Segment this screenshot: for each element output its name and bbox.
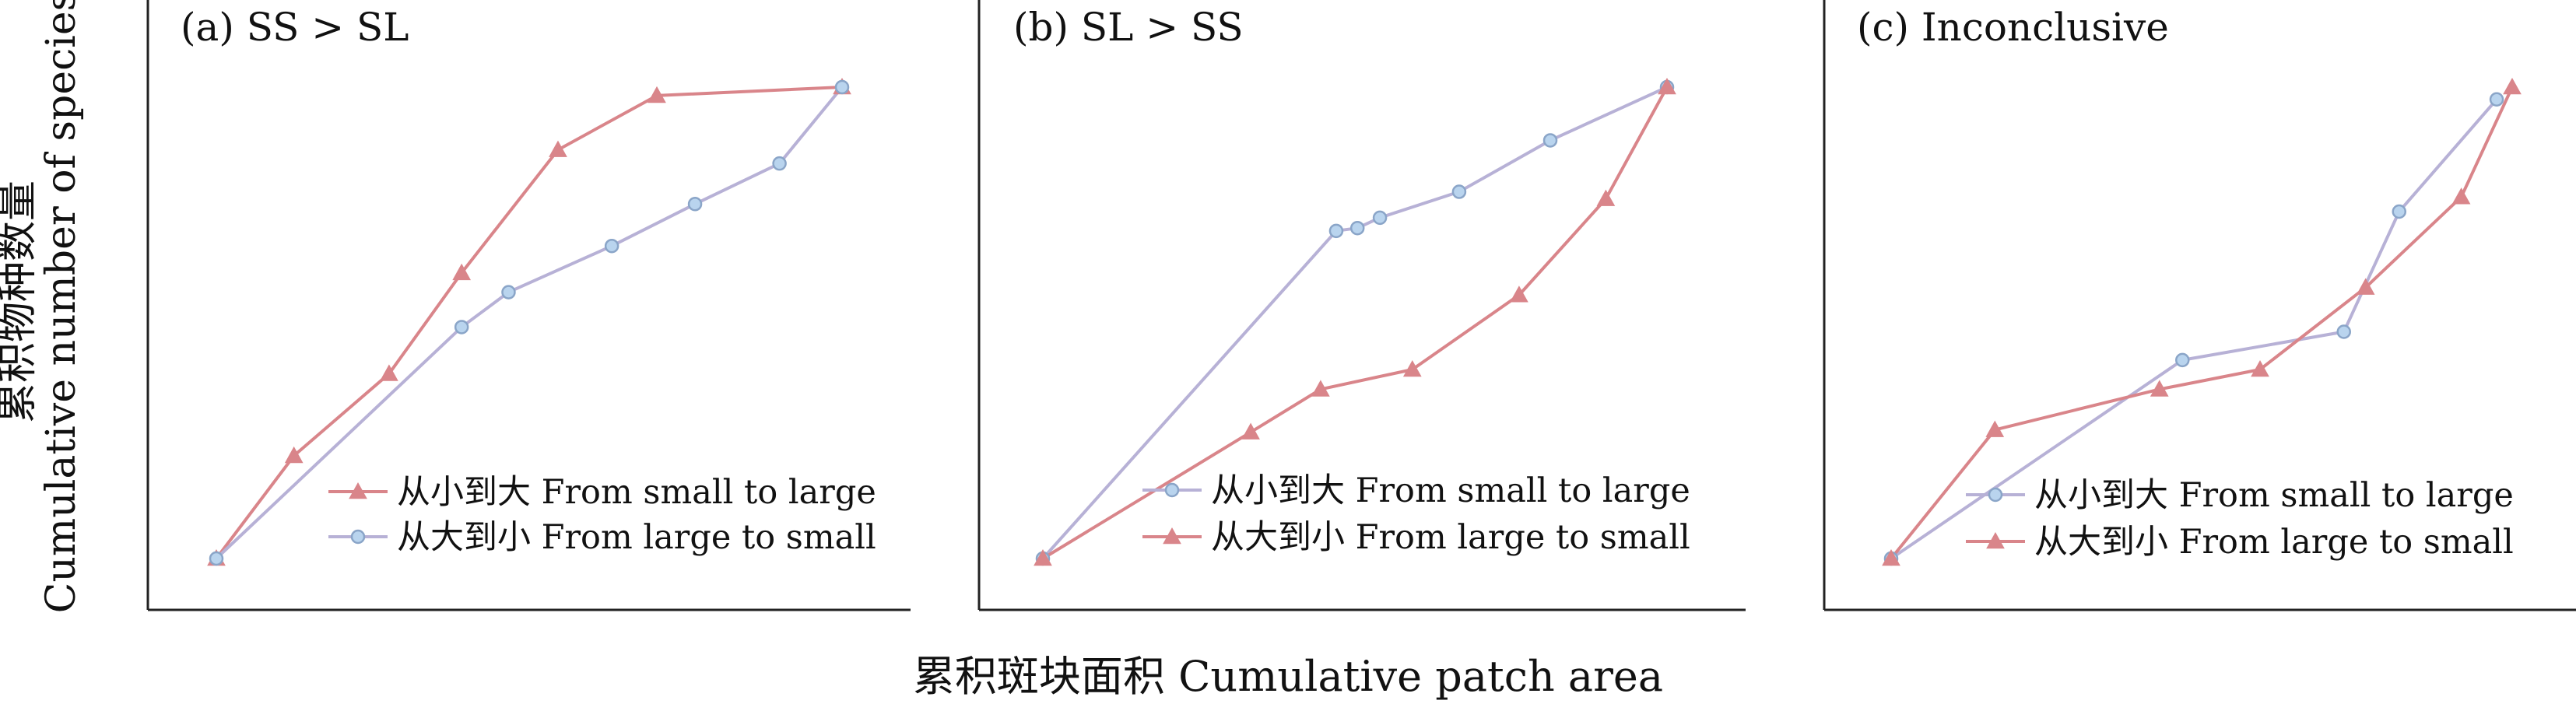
panel-title: (b) SL > SS xyxy=(1013,5,1244,50)
data-point-2-5 xyxy=(2356,278,2375,295)
data-point-2-2 xyxy=(1985,420,2005,437)
data-point-2-1 xyxy=(209,551,224,566)
data-point-2-7 xyxy=(1658,77,1676,95)
legend-label-2: 从大到小 From large to small xyxy=(397,518,876,557)
data-point-2-6 xyxy=(772,156,787,171)
x-axis-label: 累积斑块面积 Cumulative patch area xyxy=(913,652,1663,701)
data-point-1-4 xyxy=(452,263,472,281)
data-point-2-4 xyxy=(2251,359,2269,377)
legend-marker-2 xyxy=(350,529,366,545)
legend-label-1: 从小到大 From small to large xyxy=(397,473,876,512)
data-point-2-4 xyxy=(604,238,619,254)
legend-label-2: 从大到小 From large to small xyxy=(1211,518,1690,557)
data-point-1-6 xyxy=(648,86,666,103)
data-point-2-4 xyxy=(1402,359,1422,377)
legend-label-1: 从小到大 From small to large xyxy=(1211,471,1690,510)
data-point-1-2 xyxy=(1328,223,1344,239)
data-point-1-5 xyxy=(1451,184,1467,199)
data-point-2-5 xyxy=(1510,285,1528,303)
panel-title: (c) Inconclusive xyxy=(1857,5,2169,50)
data-point-2-6 xyxy=(2451,187,2471,205)
panel-title: (a) SS > SL xyxy=(181,5,409,50)
legend-marker-1 xyxy=(349,482,367,499)
data-point-1-4 xyxy=(1372,210,1388,226)
data-point-1-4 xyxy=(2392,204,2407,219)
legend-label-1: 从小到大 From small to large xyxy=(2034,476,2514,515)
data-point-2-1 xyxy=(1882,548,1900,566)
panel-2: (b) SL > SS 从小到大 From small to large 从大到小 … xyxy=(977,0,1746,611)
data-point-2-3 xyxy=(501,285,516,299)
data-point-2-1 xyxy=(1034,548,1052,566)
panels: (a) SS > SL 从小到大 From small to large 从大到小 … xyxy=(146,0,2576,611)
data-point-1-3 xyxy=(380,364,398,381)
legend-label-2: 从大到小 From large to small xyxy=(2034,523,2514,562)
panel-3: (c) Inconclusive 从小到大 From small to large… xyxy=(1823,0,2576,611)
data-point-2-3 xyxy=(2150,380,2169,397)
y-axis-label-cn: 累积物种数量 xyxy=(0,180,41,423)
data-point-2-7 xyxy=(834,79,850,95)
data-point-1-2 xyxy=(284,446,304,464)
legend-marker-2 xyxy=(1986,531,2005,549)
legend-marker-1 xyxy=(1164,482,1180,498)
data-point-2-2 xyxy=(1241,422,1260,440)
data-point-2-2 xyxy=(454,320,469,334)
legend-marker-2 xyxy=(1163,527,1181,545)
data-point-2-7 xyxy=(2503,77,2522,95)
panel-1: (a) SS > SL 从小到大 From small to large 从大到小 … xyxy=(146,0,911,611)
data-point-1-5 xyxy=(2489,92,2504,107)
data-point-1-3 xyxy=(1349,220,1365,236)
data-point-1-2 xyxy=(2175,352,2190,368)
data-point-1-6 xyxy=(1542,133,1558,148)
data-point-2-6 xyxy=(1596,189,1616,206)
data-point-2-5 xyxy=(687,197,703,212)
y-axis-label-en: Cumulative number of species xyxy=(38,0,85,613)
data-point-1-5 xyxy=(549,140,567,157)
data-point-1-3 xyxy=(2336,324,2351,339)
data-point-2-3 xyxy=(1311,380,1330,397)
legend-marker-1 xyxy=(1988,487,2003,503)
